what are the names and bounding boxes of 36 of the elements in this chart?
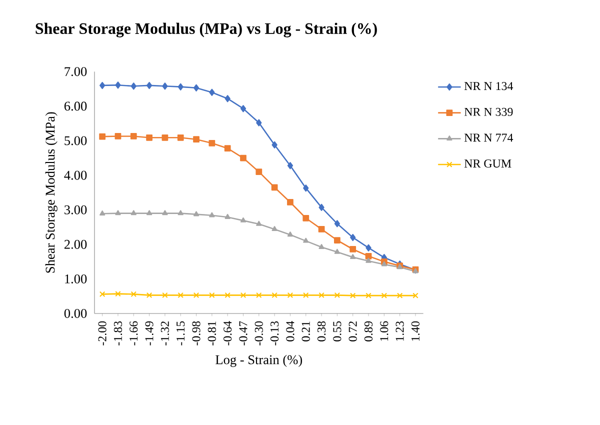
x-tick-label: -0.47: [239, 321, 248, 346]
x-tick-label: -0.98: [192, 321, 200, 346]
legend-label: NR N 339: [464, 108, 513, 116]
chart-title: Shear Storage Modulus (MPa) vs Log - Strain (%): [36, 22, 377, 38]
x-tick-label: 0.89: [364, 321, 373, 342]
x-tick-label: 0.55: [333, 321, 342, 342]
y-tick-label: 6.00: [64, 102, 87, 111]
x-tick-label: -0.13: [270, 321, 279, 346]
x-tick-label: -0.30: [254, 321, 263, 346]
y-tick-label: 3.00: [64, 205, 87, 214]
x-tick-label: -1.83: [114, 321, 122, 346]
x-tick-label: -0.81: [208, 322, 216, 346]
x-tick-label: -1.49: [145, 321, 154, 346]
legend-label: NR N 774: [464, 134, 514, 142]
x-tick-label: 0.21: [302, 322, 310, 342]
y-tick-label: 7.00: [64, 67, 87, 76]
x-tick-label: -2.00: [98, 321, 106, 346]
x-tick-label: 0.04: [286, 321, 294, 342]
x-tick-label: -0.64: [224, 321, 232, 346]
y-tick-label: 0.00: [64, 308, 87, 318]
legend-label: NR GUM: [464, 160, 512, 168]
legend-label: NR N 134: [464, 82, 514, 90]
y-tick-label: 2.00: [64, 240, 87, 249]
x-tick-label: 0.72: [348, 322, 357, 342]
x-tick-label: 0.38: [317, 321, 326, 342]
x-axis-title: Log - Strain (%): [216, 354, 302, 367]
x-tick-label: 1.23: [396, 321, 404, 341]
y-axis-title: Shear Storage Modulus (MPa): [45, 112, 58, 273]
x-tick-label: -1.66: [130, 321, 138, 346]
y-tick-label: 4.00: [64, 170, 87, 180]
y-tick-label: 1.00: [65, 274, 87, 284]
x-tick-label: -1.15: [176, 321, 185, 346]
x-tick-label: 1.40: [411, 321, 420, 341]
x-tick-label: -1.32: [160, 322, 169, 346]
y-tick-label: 5.00: [64, 136, 87, 146]
x-tick-label: 1.06: [380, 321, 388, 341]
